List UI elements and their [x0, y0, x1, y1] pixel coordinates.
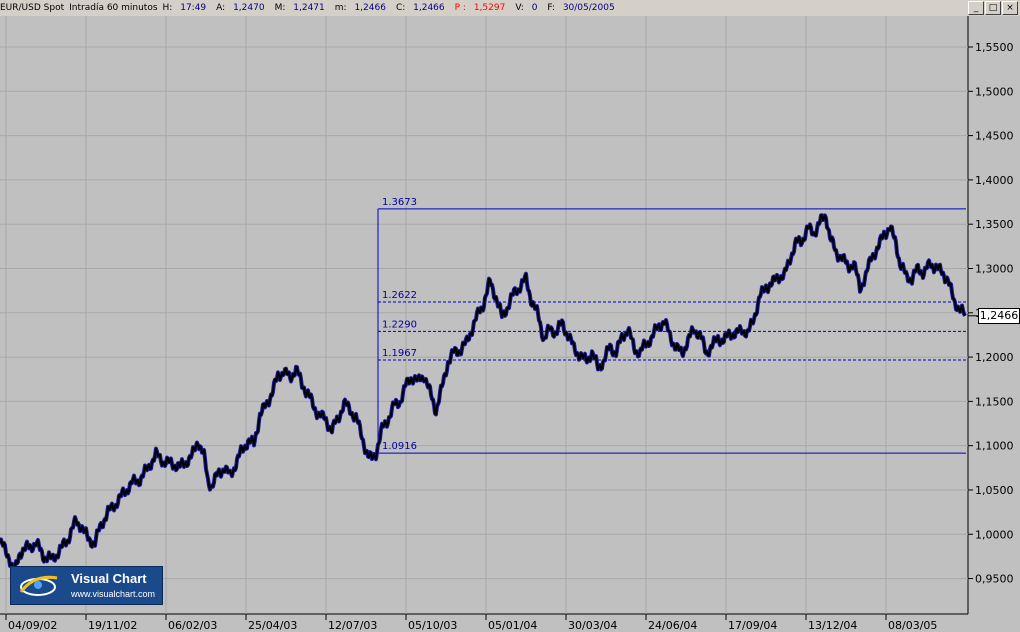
f-label: F:: [547, 3, 555, 13]
fib-level-label: 1.0916: [382, 441, 417, 452]
maximize-button[interactable]: □: [985, 1, 1001, 15]
x-tick-label: 12/07/03: [328, 619, 377, 632]
f-value: 30/05/2005: [562, 3, 615, 13]
interval-label: Intradía 60 minutos: [69, 3, 158, 13]
x-tick-label: 05/01/04: [488, 619, 537, 632]
info-bar: EUR/USD Spot Intradía 60 minutos H: 17:49 A…: [0, 0, 1020, 16]
window-controls: _ □ ×: [967, 1, 1018, 15]
v-value: 0: [531, 3, 538, 13]
v-label: V:: [515, 3, 524, 13]
time-axis: [0, 614, 1020, 632]
y-tick-label: 1,3000: [975, 262, 1014, 275]
x-tick-label: 08/03/05: [888, 619, 937, 632]
fib-level-label: 1.3673: [382, 197, 417, 208]
max-value: 1,2471: [293, 3, 325, 13]
high-label: H:: [162, 3, 173, 13]
fib-level-label: 1.1967: [382, 348, 417, 359]
logo-url: www.visualchart.com: [71, 589, 156, 599]
y-tick-label: 1,2000: [975, 351, 1014, 364]
close-label: C:: [395, 3, 406, 13]
x-tick-label: 17/09/04: [728, 619, 777, 632]
y-tick-label: 0,9500: [975, 573, 1014, 586]
x-tick-label: 25/04/03: [248, 619, 297, 632]
y-tick-label: 1,4500: [975, 130, 1014, 143]
y-tick-label: 1,1000: [975, 440, 1014, 453]
x-tick-label: 06/02/03: [168, 619, 217, 632]
price-series-line[interactable]: [0, 214, 966, 575]
y-tick-label: 1,0000: [975, 528, 1014, 541]
logo-swoosh-icon: [19, 575, 58, 596]
symbol-label: EUR/USD Spot: [0, 3, 65, 13]
logo-name: Visual Chart: [71, 571, 147, 586]
y-tick-label: 1,3500: [975, 218, 1014, 231]
y-tick-label: 1,0500: [975, 484, 1014, 497]
min-label: m:: [334, 3, 347, 13]
y-tick-label: 1,4000: [975, 174, 1014, 187]
max-label: M:: [274, 3, 286, 13]
min-value: 1,2466: [354, 3, 386, 13]
x-tick-label: 13/12/04: [808, 619, 857, 632]
x-tick-label: 04/09/02: [8, 619, 57, 632]
open-label: A:: [216, 3, 226, 13]
close-button[interactable]: ×: [1002, 1, 1018, 15]
high-value: 17:49: [180, 3, 207, 13]
fib-level-label: 1.2290: [382, 319, 417, 330]
close-value: 1,2466: [413, 3, 445, 13]
x-tick-label: 24/06/04: [648, 619, 697, 632]
minimize-button[interactable]: _: [968, 1, 984, 15]
open-value: 1,2470: [233, 3, 265, 13]
last-price-box: 1,2466: [978, 307, 1020, 324]
y-tick-label: 1,1500: [975, 395, 1014, 408]
x-tick-label: 19/11/02: [88, 619, 137, 632]
fib-level-label: 1.2622: [382, 290, 417, 301]
x-tick-label: 30/03/04: [568, 619, 617, 632]
y-tick-label: 1,5500: [975, 41, 1014, 54]
plot-area: [0, 16, 968, 614]
y-tick-label: 1,5000: [975, 85, 1014, 98]
p-value: 1,5297: [473, 3, 506, 13]
visual-chart-logo[interactable]: Visual Chart www.visualchart.com: [10, 566, 163, 605]
p-label: P :: [454, 3, 466, 13]
x-tick-label: 05/10/03: [408, 619, 457, 632]
